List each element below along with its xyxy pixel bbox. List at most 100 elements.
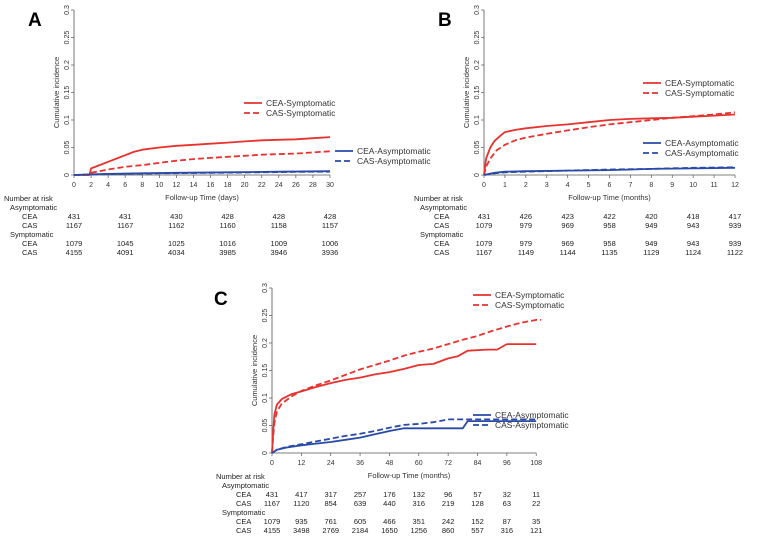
- x-tick-label: 0: [72, 182, 76, 189]
- risk-row-label: CEA: [236, 490, 251, 499]
- legend-label: CEA-Symptomatic: [495, 290, 565, 300]
- risk-value: 1124: [685, 248, 701, 257]
- x-tick-label: 10: [689, 182, 697, 189]
- risk-value: 132: [413, 490, 426, 499]
- y-tick-label: 0.25: [262, 309, 269, 323]
- risk-value: 949: [645, 221, 658, 230]
- risk-value: 420: [645, 212, 658, 221]
- risk-value: 935: [295, 517, 308, 526]
- risk-value: 417: [729, 212, 742, 221]
- x-axis-label: Follow-up Time (months): [368, 471, 451, 480]
- risk-value: 2769: [322, 526, 339, 535]
- x-tick-label: 26: [292, 182, 300, 189]
- risk-value: 979: [520, 239, 533, 248]
- x-tick-label: 2: [89, 182, 93, 189]
- risk-value: 422: [603, 212, 616, 221]
- x-tick-label: 96: [503, 460, 511, 467]
- x-tick-label: 1: [503, 182, 507, 189]
- risk-row-label: CAS: [434, 248, 449, 257]
- risk-value: 351: [413, 517, 426, 526]
- risk-value: 4155: [66, 248, 83, 257]
- risk-row-label: CEA: [434, 212, 449, 221]
- x-tick-label: 11: [710, 182, 717, 189]
- risk-row-label: CAS: [22, 221, 37, 230]
- risk-value: 423: [561, 212, 574, 221]
- x-axis-label: Follow-up Time (days): [165, 193, 239, 202]
- legend-label: CAS-Asymptomatic: [495, 420, 569, 430]
- y-tick-label: 0.05: [64, 141, 71, 155]
- x-tick-label: 4: [566, 182, 570, 189]
- y-tick-label: 0.15: [474, 86, 481, 100]
- risk-value: 63: [503, 499, 511, 508]
- risk-value: 4034: [168, 248, 185, 257]
- risk-value: 2184: [352, 526, 369, 535]
- risk-row-label: CEA: [434, 239, 449, 248]
- x-tick-label: 36: [356, 460, 364, 467]
- risk-group-title: Symptomatic: [222, 508, 266, 517]
- panel-label: C: [214, 289, 228, 310]
- x-tick-label: 108: [530, 460, 542, 467]
- y-tick-label: 0.15: [64, 86, 71, 100]
- x-tick-label: 10: [155, 182, 163, 189]
- risk-value: 128: [471, 499, 484, 508]
- risk-value: 1129: [643, 248, 659, 257]
- risk-row-label: CAS: [236, 499, 251, 508]
- panel-C: C 0 0.05 0.1 0.15 0.2 0.25 0.3 Cumulative incide…: [214, 283, 569, 535]
- risk-value: 761: [324, 517, 337, 526]
- legend-label: CAS-Symptomatic: [665, 88, 735, 98]
- risk-value: 860: [442, 526, 455, 535]
- risk-value: 1162: [168, 221, 184, 230]
- x-tick-label: 0: [482, 182, 486, 189]
- series-cas-symptomatic: [483, 111, 736, 176]
- y-tick-label: 0.05: [474, 141, 481, 155]
- y-tick-label: 0.1: [262, 393, 269, 403]
- risk-value: 1025: [168, 239, 185, 248]
- x-tick-label: 60: [415, 460, 423, 467]
- risk-value: 1122: [727, 248, 743, 257]
- y-tick-label: 0.3: [474, 5, 481, 15]
- panel-label: B: [438, 10, 452, 31]
- risk-row-label: CEA: [22, 212, 37, 221]
- risk-value: 317: [324, 490, 337, 499]
- x-tick-label: 6: [123, 182, 127, 189]
- y-tick-label: 0.1: [64, 115, 71, 125]
- x-tick-label: 24: [327, 460, 335, 467]
- y-axis-label: Cumulative incidence: [462, 57, 471, 128]
- risk-value: 440: [383, 499, 396, 508]
- legend-label: CEA-Symptomatic: [266, 98, 336, 108]
- risk-value: 11: [532, 490, 540, 499]
- y-tick-label: 0: [474, 173, 481, 177]
- x-tick-label: 14: [190, 182, 198, 189]
- risk-value: 1079: [476, 239, 493, 248]
- risk-value: 57: [473, 490, 481, 499]
- x-tick-label: 22: [258, 182, 266, 189]
- risk-row-label: CAS: [236, 526, 251, 535]
- x-tick-label: 12: [297, 460, 305, 467]
- risk-value: 431: [119, 212, 132, 221]
- risk-value: 3985: [219, 248, 236, 257]
- risk-value: 979: [520, 221, 533, 230]
- risk-group-title: Asymptomatic: [222, 481, 269, 490]
- risk-value: 1160: [220, 221, 236, 230]
- risk-row-label: CEA: [22, 239, 37, 248]
- x-tick-label: 28: [309, 182, 317, 189]
- risk-value: 1009: [270, 239, 287, 248]
- risk-value: 430: [170, 212, 183, 221]
- y-tick-label: 0.2: [474, 60, 481, 70]
- risk-value: 316: [501, 526, 514, 535]
- risk-row-label: CAS: [434, 221, 449, 230]
- y-tick-label: 0.25: [474, 31, 481, 45]
- risk-value: 969: [561, 239, 574, 248]
- x-tick-label: 72: [444, 460, 452, 467]
- risk-value: 152: [471, 517, 484, 526]
- risk-value: 428: [221, 212, 234, 221]
- risk-value: 96: [444, 490, 452, 499]
- risk-value: 316: [413, 499, 426, 508]
- y-tick-label: 0.1: [474, 115, 481, 125]
- legend-label: CEA-Asymptomatic: [665, 138, 739, 148]
- risk-group-title: Symptomatic: [420, 230, 464, 239]
- risk-value: 176: [383, 490, 396, 499]
- risk-value: 418: [687, 212, 700, 221]
